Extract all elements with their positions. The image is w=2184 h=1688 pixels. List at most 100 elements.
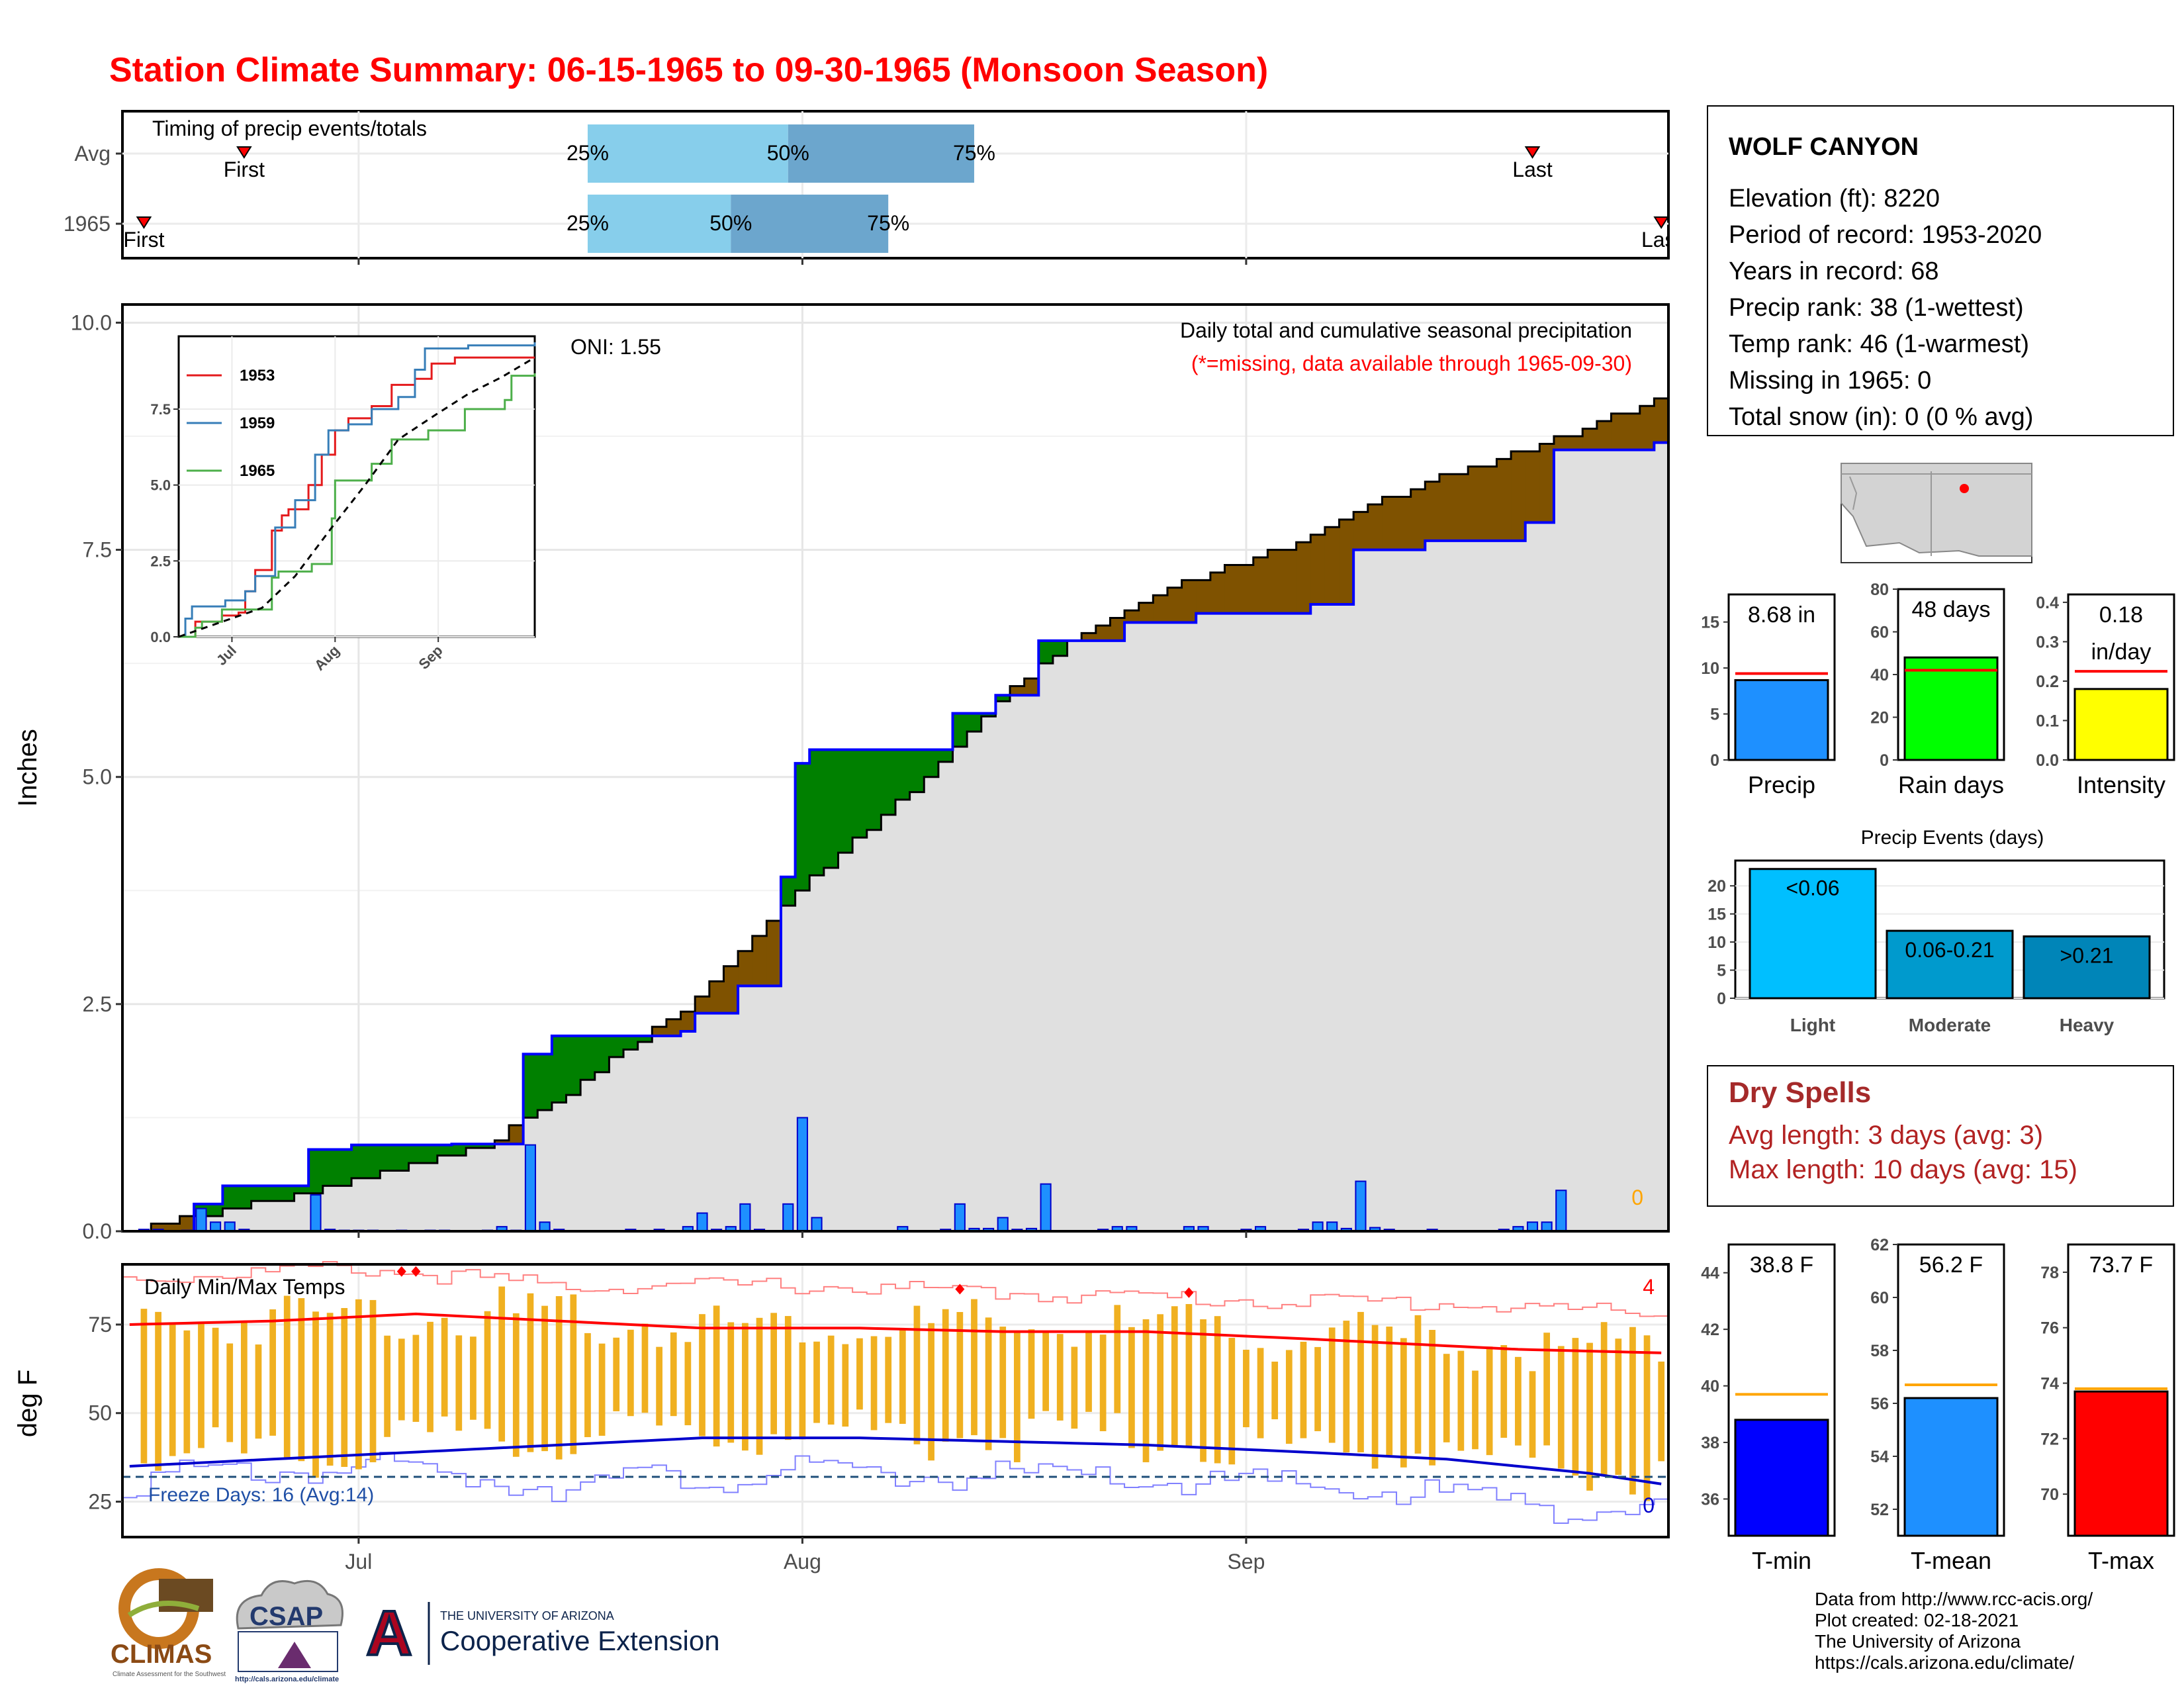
daily-temp-bar [369,1299,377,1462]
main-frame [121,303,1670,1233]
events-y-tick-label: 15 [1707,906,1726,924]
above-average-fill [637,1035,653,1043]
daily-temp-bar [441,1317,448,1417]
above-average-fill [466,1144,481,1149]
daily-temp-bar [999,1327,1007,1438]
daily-temp-bar [1128,1327,1135,1448]
temp-frame [121,1263,1670,1538]
timing-q75-label: 75% [867,211,909,235]
y-tick-label: 7.5 [83,538,112,562]
above-average-fill [208,1203,224,1217]
ua-logo-line2: Cooperative Extension [440,1625,720,1656]
daily-precip-bar [1555,1190,1567,1233]
daily-temp-bar [613,1337,620,1411]
daily-precip-bar [997,1217,1009,1232]
daily-precip-bar [954,1203,966,1232]
daily-temp-bar [971,1299,978,1436]
daily-temp-bar [1543,1333,1551,1446]
daily-temp-bar [742,1323,749,1451]
info-lines: Elevation (ft): 8220 Period of record: 19… [1729,185,2042,431]
below-average-fill [1568,436,1583,450]
stat-y-tick-label: 0 [1710,751,1719,770]
map-states [1841,463,2032,557]
events-y-tick-label: 5 [1717,962,1726,980]
inset-legend-label: 1965 [240,462,275,480]
timing-q50-q75-bar [788,124,974,183]
above-average-fill [780,876,796,906]
stat-bar [2073,688,2169,761]
above-average-fill [1052,640,1068,656]
below-average-fill [723,966,739,1013]
above-average-fill [938,749,954,762]
map-river [1849,476,1858,510]
freeze-days-label: Freeze Days: 16 (Avg:14) [148,1484,374,1506]
daily-temp-bar [899,1329,906,1424]
daily-temp-bar [928,1323,934,1461]
below-average-fill [1010,686,1025,696]
daily-temp-bar [942,1309,949,1442]
timing-q25-q50-bar [587,124,788,183]
daily-precip-bar [310,1194,322,1232]
main-fills [122,397,1669,1233]
daily-temp-bar [1572,1338,1579,1476]
daily-temp-bar [570,1294,577,1454]
stat-y-tick-label: 60 [1870,624,1889,642]
daily-temp-bar [870,1336,878,1430]
daily-temp-bar [1472,1370,1479,1450]
y-tick-label: 2.5 [83,992,112,1016]
stat-y-tick-label: 40 [1701,1378,1719,1396]
station-location-marker [1960,484,1969,493]
daily-temp-bar [269,1309,276,1436]
daily-temp-bar [169,1323,176,1456]
inset-lines [178,342,536,638]
info-line: Period of record: 1953-2020 [1729,221,2042,249]
daily-temp-bar [1400,1338,1407,1468]
first-event-label: First [123,228,164,252]
above-average-fill [523,1054,538,1118]
inset-series-1965 [179,373,536,638]
daily-temp-bar [1042,1332,1049,1411]
daily-temp-bar [1257,1348,1264,1438]
daily-temp-bar [1386,1327,1393,1456]
temp-x-tick-label: Sep [1227,1550,1265,1573]
avg-min-line [129,1436,1662,1485]
below-average-fill [1310,534,1326,604]
below-average-fill [1196,580,1211,614]
y-tick-label: 5.0 [83,765,112,789]
daily-temp-bar [1457,1350,1465,1451]
timing-q75-label: 75% [953,141,995,165]
daily-temp-bar [1300,1341,1307,1438]
above-average-fill [795,763,810,891]
daily-temp-bar [684,1342,692,1426]
daily-temp-bar [155,1311,161,1471]
average-cumulative-line [122,397,1668,1233]
daily-temp-bar [1357,1311,1364,1453]
stat-y-tick-label: 80 [1870,581,1889,599]
above-average-fill [995,695,1011,702]
daily-temp-bar [1314,1346,1321,1432]
daily-temp-bar [756,1317,763,1455]
timing-q50-q75-bar [731,195,889,253]
daily-temp-bar [484,1311,491,1429]
credits: Data from http://www.rcc-acis.org/ Plot … [1815,1589,2093,1673]
csap-logo-text: CSAP [250,1602,323,1631]
daily-temp-bar [212,1327,219,1428]
daily-temp-bar [1529,1371,1536,1458]
daily-temp-bar [1615,1338,1622,1476]
y-tick-label: 10.0 [71,310,112,334]
below-average-fill [1582,428,1598,450]
record-max-marker [1184,1287,1194,1298]
last-event-marker [1524,146,1541,159]
y-tick-label: 0.0 [83,1219,112,1243]
temp-content [122,1261,1668,1524]
daily-temp-bar [412,1335,420,1422]
daily-temp-bar [913,1305,921,1444]
temp-x-tick-label: Jul [345,1550,372,1573]
temp-y-tick-label: 25 [88,1489,112,1513]
below-average-fill [1081,633,1097,641]
daily-temp-bar [455,1335,463,1431]
daily-temp-bar [1142,1319,1150,1462]
stat-y-tick-label: 0 [1880,751,1889,770]
stat-y-tick-label: 58 [1870,1342,1889,1360]
